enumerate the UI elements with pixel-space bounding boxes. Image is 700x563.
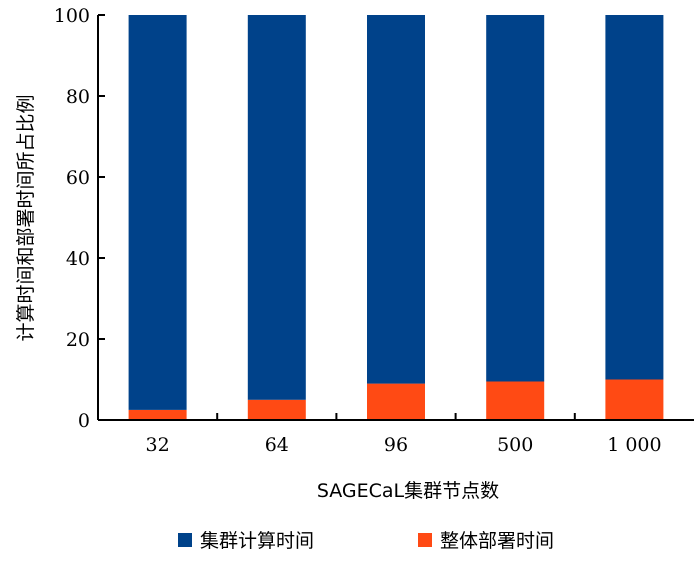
y-axis-title: 计算时间和部署时间所占比例 [15,94,37,341]
x-axis-title: SAGECaL集群节点数 [317,480,499,502]
bar-compute-3 [486,15,545,382]
x-tick-label-3: 500 [497,434,533,456]
bar-deploy-1 [247,399,306,421]
legend-swatch-deploy [418,533,432,547]
legend-swatch-compute [178,533,192,547]
y-tick-label-3: 60 [66,167,90,189]
y-tick-label-4: 80 [66,86,90,108]
bar-deploy-0 [128,409,187,420]
y-tick-label-5: 100 [54,5,90,27]
bar-compute-1 [247,15,306,400]
x-tick-label-2: 96 [384,434,408,456]
x-tick-label-0: 32 [146,434,170,456]
bar-compute-2 [367,15,425,384]
bars-group [128,15,664,421]
x-tick-label-1: 64 [265,434,289,456]
x-tick-label-4: 1 000 [607,434,661,456]
bar-compute-4 [605,15,664,380]
y-tick-label-0: 0 [78,410,90,432]
y-tick-labels: 0 20 40 60 80 100 [54,5,90,432]
bar-compute-0 [128,15,187,410]
bar-deploy-4 [605,379,664,420]
legend-label-deploy: 整体部署时间 [440,530,554,552]
bar-deploy-3 [486,381,545,420]
y-tick-label-2: 40 [66,248,90,270]
legend: 集群计算时间 整体部署时间 [178,530,554,552]
bar-deploy-2 [367,383,425,420]
x-tick-labels: 32 64 96 500 1 000 [146,434,662,456]
axes-group [97,14,694,421]
legend-label-compute: 集群计算时间 [200,530,314,552]
y-tick-label-1: 20 [66,329,90,351]
